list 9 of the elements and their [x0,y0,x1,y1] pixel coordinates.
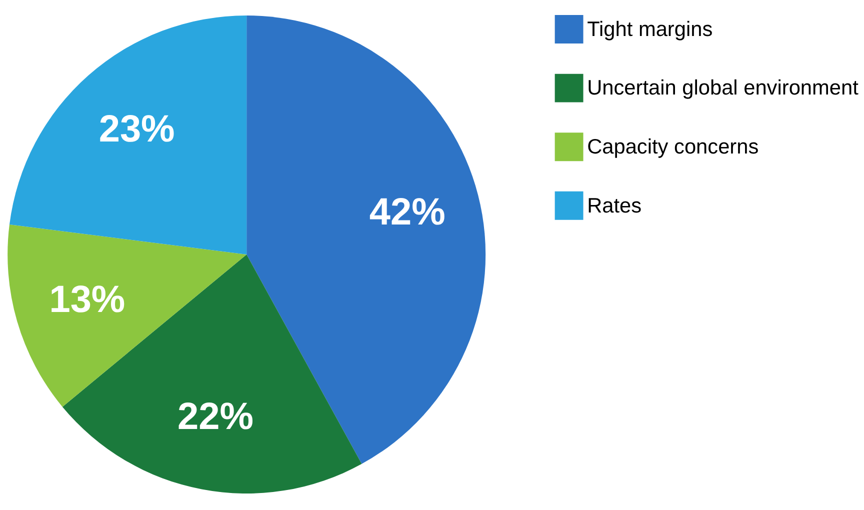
legend-label: Rates [587,194,642,218]
data-label: 22% [178,396,254,438]
pie-slice [9,16,247,254]
legend-label: Capacity concerns [587,135,759,158]
legend-label: Tight margins [587,18,713,41]
data-label: 42% [369,192,446,234]
legend-label: Uncertain global environment [587,76,859,100]
data-label: 13% [49,279,126,322]
data-label: 23% [98,108,175,150]
